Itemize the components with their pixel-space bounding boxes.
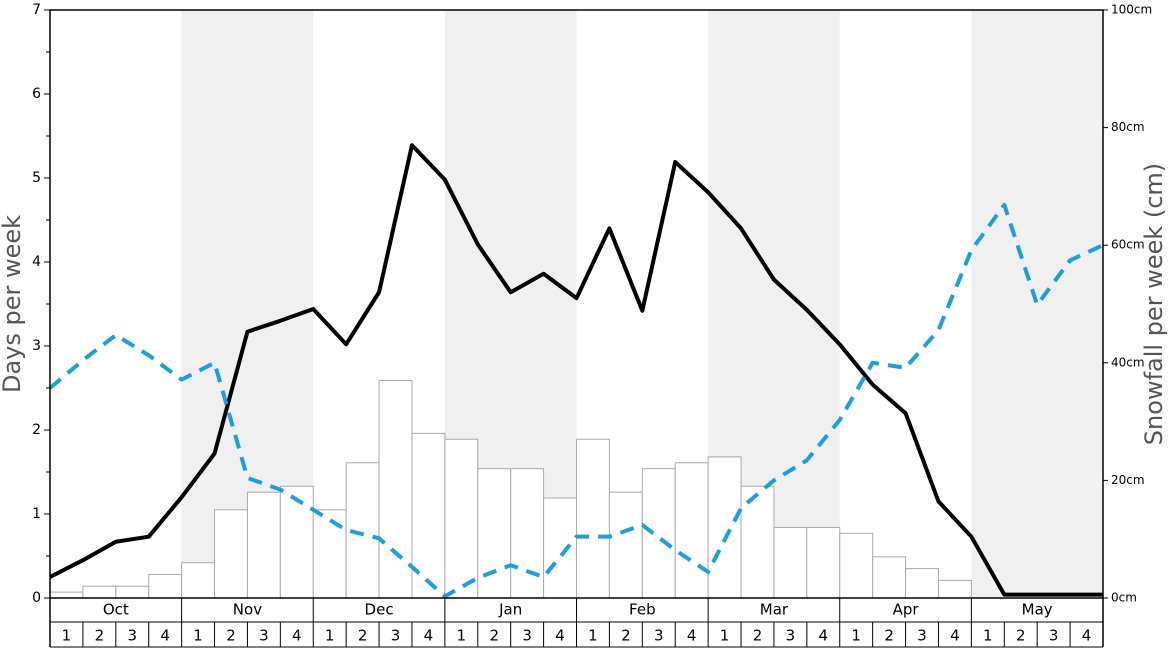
bar bbox=[214, 509, 248, 599]
week-label: 1 bbox=[720, 627, 730, 645]
week-label: 1 bbox=[851, 627, 861, 645]
month-label: Jan bbox=[498, 601, 522, 619]
week-label: 1 bbox=[588, 627, 598, 645]
week-label: 2 bbox=[753, 627, 763, 645]
y2-tick-label: 80cm bbox=[1111, 120, 1145, 134]
bar bbox=[444, 438, 479, 599]
week-label: 3 bbox=[391, 627, 401, 645]
bar bbox=[839, 532, 874, 599]
month-label: Nov bbox=[233, 601, 262, 619]
y-tick-label: 3 bbox=[32, 338, 41, 354]
week-label: 3 bbox=[654, 627, 664, 645]
y-tick-label: 0 bbox=[32, 590, 41, 606]
y-axis-title: Days per week bbox=[0, 215, 26, 393]
bar bbox=[641, 468, 676, 599]
week-label: 4 bbox=[160, 627, 170, 645]
month-label: Oct bbox=[103, 601, 129, 619]
week-label: 2 bbox=[1016, 627, 1026, 645]
line bbox=[49, 143, 1103, 597]
bar bbox=[279, 485, 314, 599]
week-label: 2 bbox=[226, 627, 236, 645]
week-label: 1 bbox=[457, 627, 467, 645]
y-tick-label: 2 bbox=[32, 422, 41, 438]
week-label: 4 bbox=[819, 627, 829, 645]
week-label: 3 bbox=[259, 627, 269, 645]
bar bbox=[608, 491, 643, 599]
y2-axis-title: Snowfall per week (cm) bbox=[1140, 163, 1168, 445]
month-label: May bbox=[1022, 601, 1053, 619]
week-label: 2 bbox=[95, 627, 105, 645]
week-label: 1 bbox=[193, 627, 203, 645]
bar bbox=[49, 591, 84, 599]
bar bbox=[872, 556, 907, 599]
y-tick-label: 7 bbox=[32, 2, 41, 18]
week-label: 4 bbox=[555, 627, 565, 645]
bar bbox=[543, 497, 577, 599]
week-label: 4 bbox=[1082, 627, 1092, 645]
bar bbox=[181, 562, 216, 599]
bar bbox=[937, 579, 972, 599]
week-label: 3 bbox=[917, 627, 927, 645]
week-label: 3 bbox=[1049, 627, 1059, 645]
bar bbox=[773, 526, 808, 599]
bar bbox=[674, 462, 709, 599]
month-label: Dec bbox=[365, 601, 394, 619]
month-shade bbox=[971, 10, 1103, 598]
y2-tick-label: 20cm bbox=[1111, 473, 1145, 487]
line bbox=[48, 202, 1104, 599]
week-label: 1 bbox=[983, 627, 993, 645]
week-label: 1 bbox=[62, 627, 72, 645]
bar bbox=[378, 379, 413, 599]
y-tick-label: 6 bbox=[32, 86, 41, 102]
y-tick-label: 1 bbox=[32, 506, 41, 522]
bar bbox=[312, 509, 347, 599]
y-tick-label: 5 bbox=[32, 170, 41, 186]
bar bbox=[707, 456, 742, 599]
bar bbox=[576, 438, 610, 599]
y2-tick-label: 40cm bbox=[1111, 355, 1145, 369]
week-label: 4 bbox=[950, 627, 960, 645]
month-label: Apr bbox=[893, 601, 920, 619]
week-label: 1 bbox=[325, 627, 335, 645]
month-label: Mar bbox=[760, 601, 789, 619]
bar bbox=[510, 468, 545, 599]
bar bbox=[806, 526, 841, 599]
week-label: 3 bbox=[127, 627, 137, 645]
y2-tick-label: 60cm bbox=[1111, 238, 1145, 252]
bar bbox=[246, 491, 281, 599]
y2-tick-label: 100cm bbox=[1111, 3, 1152, 17]
week-label: 3 bbox=[786, 627, 796, 645]
week-label: 2 bbox=[621, 627, 631, 645]
week-label: 3 bbox=[522, 627, 532, 645]
week-label: 2 bbox=[884, 627, 894, 645]
week-label: 4 bbox=[687, 627, 697, 645]
bar bbox=[477, 468, 512, 599]
week-label: 2 bbox=[358, 627, 368, 645]
y2-tick-label: 0cm bbox=[1111, 591, 1137, 605]
bar bbox=[148, 573, 183, 599]
week-label: 4 bbox=[424, 627, 434, 645]
month-label: Feb bbox=[629, 601, 656, 619]
week-label: 4 bbox=[292, 627, 302, 645]
bar bbox=[115, 585, 150, 599]
bar bbox=[740, 485, 775, 599]
y-tick-label: 4 bbox=[32, 254, 41, 270]
bar bbox=[82, 585, 117, 599]
week-label: 2 bbox=[489, 627, 499, 645]
bar bbox=[905, 568, 939, 599]
